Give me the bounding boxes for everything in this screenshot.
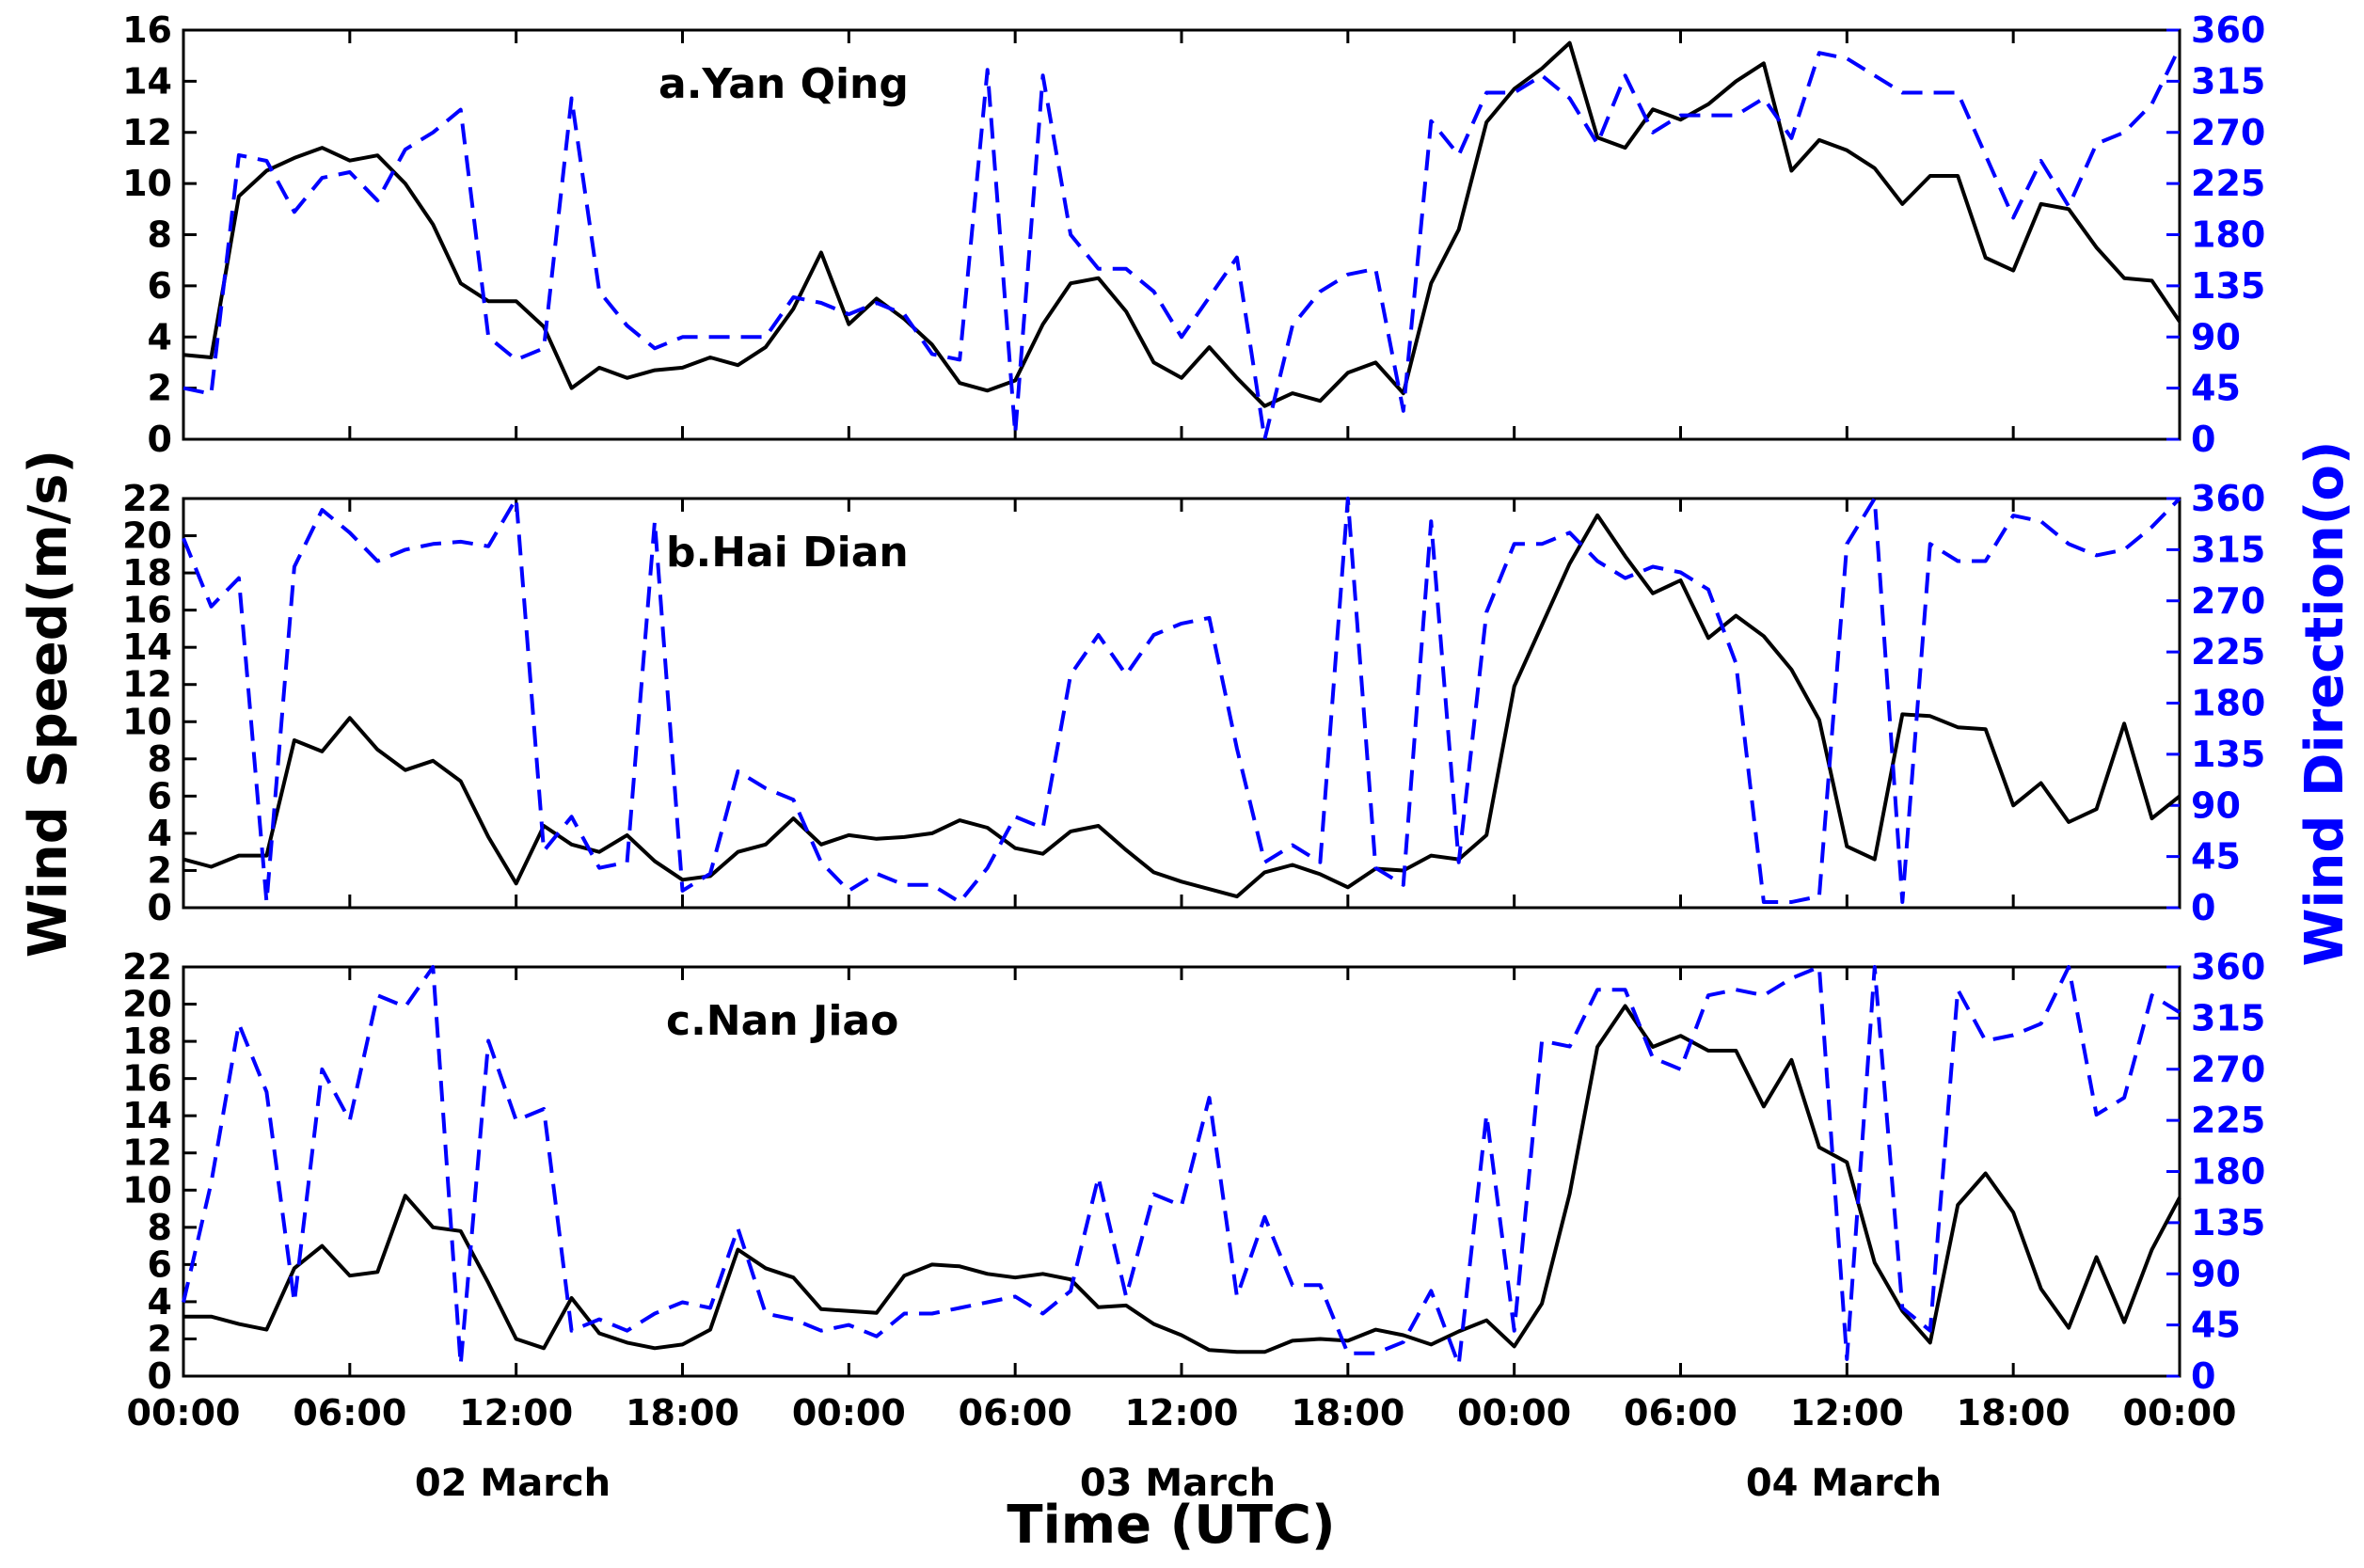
ytick-right-label: 45 bbox=[2191, 368, 2241, 409]
ytick-right-label: 135 bbox=[2191, 1202, 2265, 1243]
ytick-right-label: 45 bbox=[2191, 1305, 2241, 1346]
ytick-right-label: 315 bbox=[2191, 60, 2265, 102]
ytick-left-label: 10 bbox=[122, 701, 172, 742]
ytick-left-label: 12 bbox=[122, 664, 172, 705]
date-label-02-march: 02 March bbox=[415, 1462, 611, 1505]
xtick-label: 06:00 bbox=[959, 1392, 1072, 1433]
ytick-right-label: 225 bbox=[2191, 163, 2265, 204]
ytick-right-label: 90 bbox=[2191, 1253, 2241, 1294]
ytick-right-label: 0 bbox=[2191, 419, 2215, 460]
ticks-layer: 0246810121416045901351802252703153600246… bbox=[122, 9, 2265, 1433]
ytick-right-label: 225 bbox=[2191, 631, 2265, 673]
ytick-left-label: 20 bbox=[122, 515, 172, 557]
date-label-04-march: 04 March bbox=[1746, 1462, 1942, 1505]
ytick-left-label: 16 bbox=[122, 9, 172, 51]
lines-layer bbox=[182, 40, 2182, 1367]
xtick-label: 00:00 bbox=[2123, 1392, 2237, 1433]
ytick-left-label: 4 bbox=[148, 316, 172, 357]
y-axis-left-title: Wind Speed(m/s) bbox=[18, 450, 79, 958]
panel-a-title: a.Yan Qing bbox=[658, 60, 909, 108]
ytick-left-label: 2 bbox=[148, 368, 172, 409]
ytick-left-label: 0 bbox=[148, 1355, 172, 1397]
ytick-right-label: 360 bbox=[2191, 478, 2265, 519]
ytick-left-label: 10 bbox=[122, 1169, 172, 1211]
date-label-03-march: 03 March bbox=[1080, 1462, 1276, 1505]
wind-speed-line-b bbox=[182, 513, 2182, 899]
wind-speed-line-c bbox=[183, 1004, 2182, 1354]
ytick-right-label: 90 bbox=[2191, 316, 2241, 357]
panel-b-title: b.Hai Dian bbox=[666, 529, 909, 577]
ytick-right-label: 225 bbox=[2191, 1100, 2265, 1141]
ytick-right-label: 360 bbox=[2191, 9, 2265, 51]
ytick-right-label: 180 bbox=[2191, 214, 2265, 256]
xtick-label: 12:00 bbox=[459, 1392, 573, 1433]
wind-direction-line-b bbox=[182, 497, 2182, 904]
ytick-right-label: 315 bbox=[2191, 997, 2265, 1038]
ytick-left-label: 16 bbox=[122, 1058, 172, 1100]
ytick-right-label: 270 bbox=[2191, 1049, 2265, 1090]
ytick-left-label: 18 bbox=[122, 552, 172, 594]
ytick-left-label: 22 bbox=[122, 478, 172, 519]
xtick-label: 06:00 bbox=[293, 1392, 406, 1433]
xtick-label: 18:00 bbox=[626, 1392, 739, 1433]
ytick-left-label: 20 bbox=[122, 984, 172, 1025]
ytick-right-label: 0 bbox=[2191, 1355, 2215, 1397]
ytick-left-label: 14 bbox=[122, 60, 172, 102]
ytick-left-label: 6 bbox=[148, 1243, 172, 1285]
xtick-label: 18:00 bbox=[1291, 1392, 1404, 1433]
ytick-right-label: 315 bbox=[2191, 529, 2265, 570]
ytick-left-label: 12 bbox=[122, 1132, 172, 1174]
xtick-label: 00:00 bbox=[792, 1392, 906, 1433]
ytick-left-label: 6 bbox=[148, 265, 172, 307]
ytick-right-label: 270 bbox=[2191, 112, 2265, 153]
xtick-label: 12:00 bbox=[1790, 1392, 1904, 1433]
wind-speed-line-a bbox=[182, 40, 2182, 408]
xtick-label: 00:00 bbox=[1457, 1392, 1571, 1433]
xtick-label: 18:00 bbox=[1957, 1392, 2070, 1433]
ytick-right-label: 135 bbox=[2191, 265, 2265, 307]
ytick-right-label: 135 bbox=[2191, 734, 2265, 775]
xtick-label: 00:00 bbox=[127, 1392, 241, 1433]
ytick-left-label: 2 bbox=[148, 1318, 172, 1359]
ytick-left-label: 4 bbox=[148, 1281, 172, 1323]
xtick-label: 06:00 bbox=[1624, 1392, 1737, 1433]
ytick-left-label: 2 bbox=[148, 849, 172, 891]
ytick-left-label: 6 bbox=[148, 775, 172, 816]
ytick-right-label: 180 bbox=[2191, 683, 2265, 724]
y-axis-right-title: Wind Direction(o) bbox=[2294, 441, 2356, 967]
ytick-left-label: 14 bbox=[122, 1095, 172, 1136]
ytick-left-label: 8 bbox=[148, 1207, 172, 1248]
ytick-left-label: 8 bbox=[148, 738, 172, 780]
ytick-left-label: 12 bbox=[122, 112, 172, 153]
ytick-left-label: 18 bbox=[122, 1021, 172, 1062]
ytick-right-label: 360 bbox=[2191, 946, 2265, 988]
ytick-left-label: 0 bbox=[148, 419, 172, 460]
ytick-left-label: 4 bbox=[148, 813, 172, 854]
wind-direction-line-c bbox=[182, 965, 2182, 1367]
ytick-left-label: 22 bbox=[122, 946, 172, 988]
x-axis-title: Time (UTC) bbox=[1007, 1495, 1335, 1556]
ytick-right-label: 45 bbox=[2191, 836, 2241, 878]
ytick-right-label: 0 bbox=[2191, 887, 2215, 928]
ytick-right-label: 270 bbox=[2191, 580, 2265, 622]
panel-c-title: c.Nan Jiao bbox=[666, 997, 898, 1045]
xtick-label: 12:00 bbox=[1125, 1392, 1239, 1433]
wind-direction-line-a bbox=[182, 46, 2182, 441]
ytick-right-label: 90 bbox=[2191, 784, 2241, 826]
ytick-right-label: 180 bbox=[2191, 1151, 2265, 1193]
ytick-left-label: 8 bbox=[148, 214, 172, 256]
ytick-left-label: 10 bbox=[122, 163, 172, 204]
ytick-left-label: 16 bbox=[122, 590, 172, 631]
ytick-left-label: 14 bbox=[122, 626, 172, 668]
ytick-left-label: 0 bbox=[148, 887, 172, 928]
